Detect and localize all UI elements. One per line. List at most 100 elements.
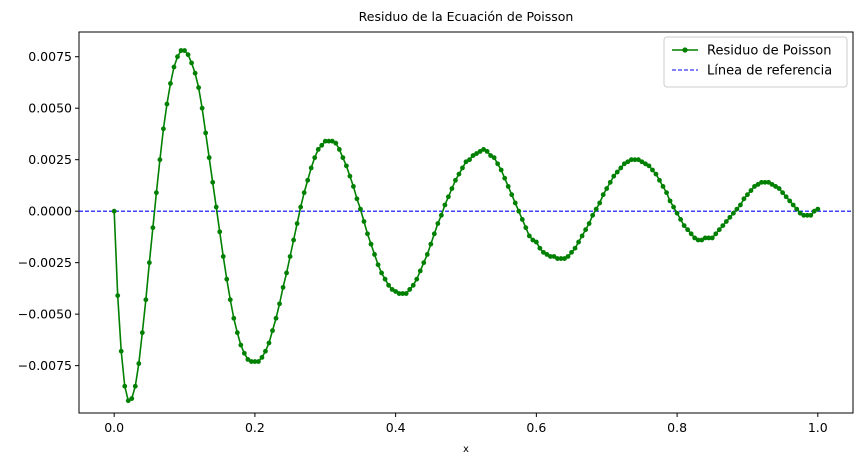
residual-point: [544, 252, 550, 257]
residual-point: [632, 157, 638, 163]
residual-point: [555, 256, 560, 261]
residual-point: [220, 254, 226, 259]
residual-point: [361, 219, 367, 224]
residual-point: [287, 254, 293, 259]
residual-point: [403, 291, 409, 296]
residual-point: [498, 167, 504, 173]
residual-point: [146, 260, 152, 266]
residual-point: [231, 315, 237, 321]
residual-point: [210, 179, 216, 185]
residual-point: [505, 184, 511, 189]
residual-point: [639, 159, 645, 165]
residual-point: [351, 184, 356, 189]
x-axis-ticks: 0.0 0.2 0.4 0.6 0.8 1.0: [104, 413, 828, 435]
residual-point: [579, 233, 585, 239]
residual-point: [199, 105, 205, 111]
residual-point: [748, 188, 754, 193]
x-axis-label: x: [463, 444, 469, 455]
residual-point: [291, 237, 297, 243]
residual-point: [759, 179, 764, 185]
residual-point: [375, 262, 381, 268]
residual-point: [569, 249, 574, 255]
residual-point: [178, 48, 184, 53]
residual-point: [196, 85, 202, 91]
residual-point: [467, 157, 472, 163]
residual-point: [213, 204, 219, 210]
residual-point: [414, 276, 420, 282]
y-tick-label: −0.0075: [18, 358, 72, 373]
residual-point: [541, 249, 546, 255]
residual-point: [495, 161, 501, 167]
residual-point: [537, 245, 543, 251]
residual-point: [586, 221, 592, 226]
residual-point: [752, 184, 757, 189]
residual-point: [734, 206, 740, 212]
residual-point: [576, 239, 581, 245]
residual-point: [600, 192, 606, 198]
residual-point: [431, 231, 437, 237]
residual-point: [245, 357, 251, 362]
residual-point: [643, 161, 648, 167]
residual-point: [667, 198, 673, 204]
residual-point: [699, 237, 705, 243]
residual-point: [671, 204, 676, 210]
residual-point: [783, 194, 789, 200]
residual-point: [766, 179, 771, 185]
residual-point: [347, 173, 353, 179]
residual-point: [143, 297, 149, 303]
residual-point: [428, 241, 434, 247]
residual-point: [716, 227, 722, 233]
residual-point: [583, 227, 589, 233]
residual-point: [256, 359, 261, 364]
residual-point: [773, 184, 778, 189]
plot-area: [78, 31, 854, 414]
residual-point: [628, 157, 634, 163]
residual-point: [192, 70, 198, 76]
residual-point: [129, 396, 135, 401]
residual-point: [438, 212, 444, 218]
residual-point: [780, 190, 786, 196]
residual-point: [396, 291, 402, 296]
residual-point: [206, 155, 212, 161]
residual-point: [516, 208, 522, 214]
residual-point: [365, 231, 370, 237]
residual-point: [460, 165, 465, 171]
residual-point: [572, 245, 578, 251]
residual-point: [727, 214, 733, 220]
residual-point: [745, 192, 750, 198]
y-tick-label: 0.0000: [28, 204, 72, 219]
residual-point: [358, 206, 363, 212]
residual-point: [709, 235, 715, 241]
residual-point: [154, 190, 159, 196]
residual-point: [446, 194, 451, 200]
residual-point: [238, 342, 244, 348]
residual-point: [558, 256, 564, 261]
residual-point: [653, 171, 659, 177]
residual-point: [382, 276, 388, 282]
residual-point: [685, 227, 691, 233]
residual-point: [329, 138, 335, 144]
residual-point: [512, 200, 518, 206]
residual-point: [435, 221, 441, 226]
residual-point: [730, 210, 736, 216]
x-tick-label: 0.6: [526, 420, 546, 435]
residual-point: [161, 126, 166, 132]
residual-point: [614, 169, 620, 175]
x-tick-label: 1.0: [808, 420, 828, 435]
residual-point: [315, 146, 321, 152]
residual-point: [115, 293, 121, 299]
residual-point: [270, 328, 275, 334]
residual-point: [379, 270, 384, 276]
residual-point: [421, 260, 427, 266]
residual-point: [386, 282, 391, 288]
residual-point: [738, 202, 743, 208]
residual-point: [597, 200, 603, 206]
residual-point: [523, 225, 529, 231]
residual-point: [157, 157, 163, 163]
residual-point: [776, 186, 782, 191]
residual-point: [533, 239, 539, 245]
residual-point: [794, 206, 800, 212]
residual-point: [593, 206, 599, 212]
residual-point: [164, 101, 170, 107]
residual-point: [530, 237, 536, 243]
